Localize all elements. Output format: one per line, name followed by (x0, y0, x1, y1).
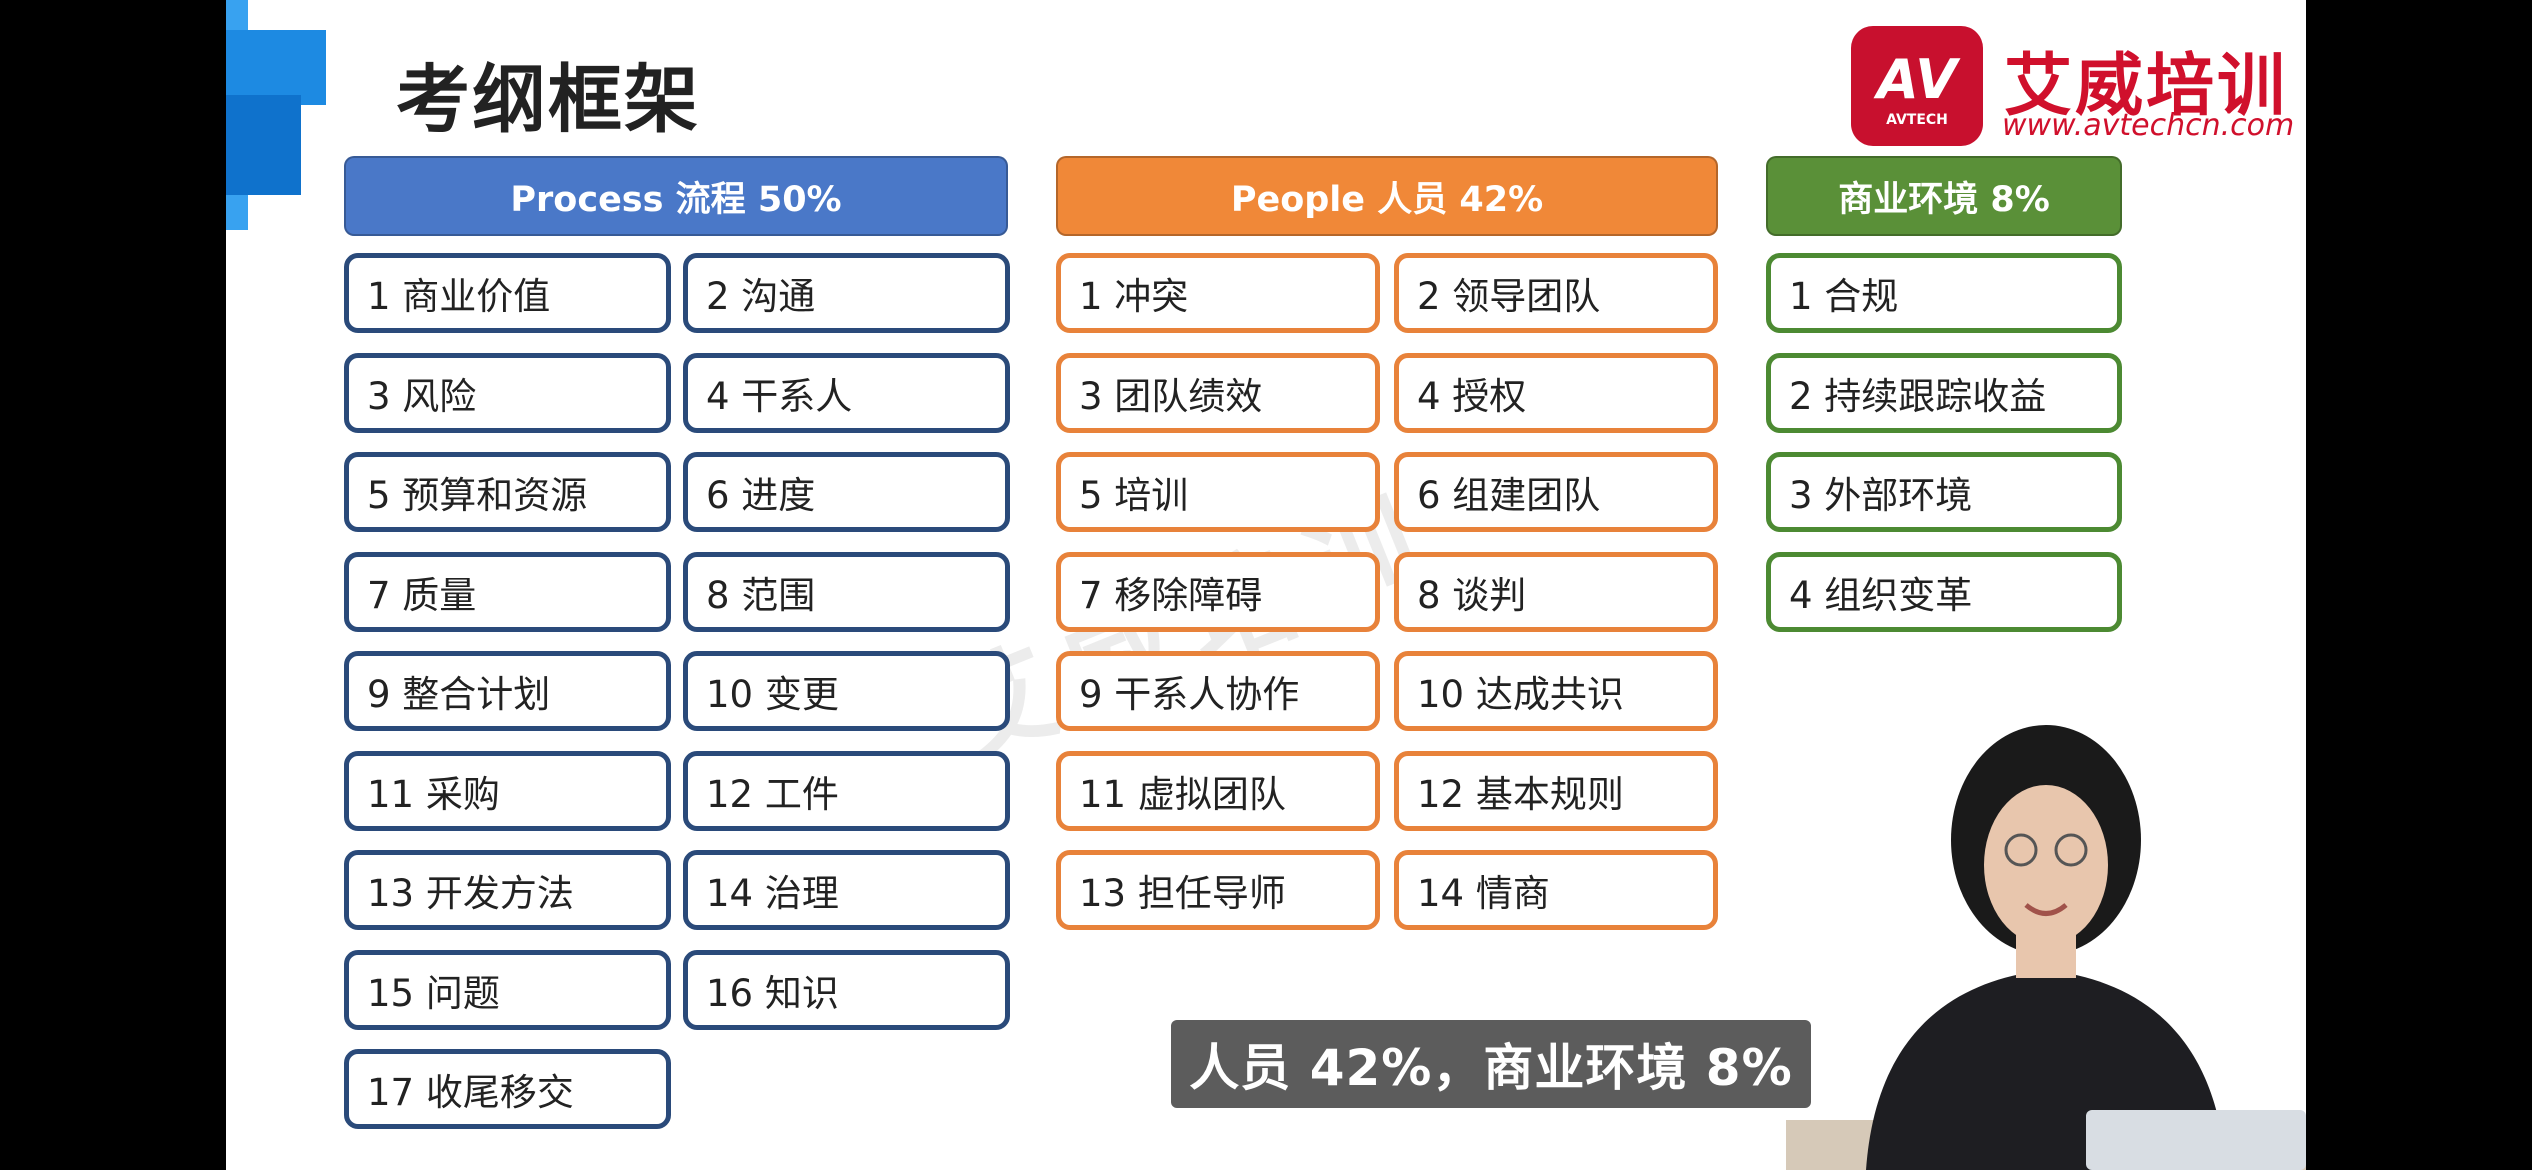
process-item: 14 治理 (683, 850, 1010, 930)
video-subtitle: 人员 42%，商业环境 8% (1171, 1020, 1811, 1108)
logo-name: 艾威培训 (2004, 47, 2289, 126)
process-item: 10 变更 (683, 651, 1010, 731)
laptop (2086, 1110, 2306, 1170)
process-item: 9 整合计划 (344, 651, 671, 731)
process-item: 3 风险 (344, 353, 671, 433)
people-item: 11 虚拟团队 (1056, 751, 1380, 831)
people-item: 5 培训 (1056, 452, 1380, 532)
business-item: 2 持续跟踪收益 (1766, 353, 2122, 433)
logo-url: www.avtechcn.com (2002, 108, 2295, 143)
process-item: 7 质量 (344, 552, 671, 632)
process-item: 11 采购 (344, 751, 671, 831)
logo-mark-subtext: AVTECH (1886, 112, 1948, 128)
business-item: 3 外部环境 (1766, 452, 2122, 532)
presenter-mouth (2024, 903, 2068, 916)
process-item: 13 开发方法 (344, 850, 671, 930)
people-item: 2 领导团队 (1394, 253, 1718, 333)
presenter-neck (2016, 928, 2076, 978)
slide: 考纲框架 AV AVTECH 艾威培训 www.avtechcn.com 艾威培… (226, 0, 2306, 1170)
people-item: 1 冲突 (1056, 253, 1380, 333)
process-item: 12 工件 (683, 751, 1010, 831)
decorative-square (226, 95, 301, 195)
process-item: 2 沟通 (683, 253, 1010, 333)
people-item: 6 组建团队 (1394, 452, 1718, 532)
business-header: 商业环境 8% (1766, 156, 2122, 236)
process-item: 15 问题 (344, 950, 671, 1030)
people-item: 9 干系人协作 (1056, 651, 1380, 731)
people-header: People 人员 42% (1056, 156, 1718, 236)
avtech-logo: AV AVTECH (1851, 26, 1983, 146)
glasses-right (2054, 833, 2088, 867)
people-item: 10 达成共识 (1394, 651, 1718, 731)
people-item: 8 谈判 (1394, 552, 1718, 632)
people-item: 4 授权 (1394, 353, 1718, 433)
logo-mark-text: AV (1873, 48, 1961, 111)
process-item: 17 收尾移交 (344, 1049, 671, 1129)
people-item: 14 情商 (1394, 850, 1718, 930)
people-item: 3 团队绩效 (1056, 353, 1380, 433)
decorative-square (226, 30, 326, 105)
business-item: 1 合规 (1766, 253, 2122, 333)
process-header: Process 流程 50% (344, 156, 1008, 236)
presenter-video (1786, 725, 2306, 1170)
process-item: 6 进度 (683, 452, 1010, 532)
slide-title: 考纲框架 (396, 57, 700, 143)
business-item: 4 组织变革 (1766, 552, 2122, 632)
process-item: 1 商业价值 (344, 253, 671, 333)
people-item: 7 移除障碍 (1056, 552, 1380, 632)
process-item: 8 范围 (683, 552, 1010, 632)
process-item: 5 预算和资源 (344, 452, 671, 532)
process-item: 16 知识 (683, 950, 1010, 1030)
people-item: 13 担任导师 (1056, 850, 1380, 930)
glasses-left (2004, 833, 2038, 867)
presenter-face (1984, 785, 2108, 945)
people-item: 12 基本规则 (1394, 751, 1718, 831)
process-item: 4 干系人 (683, 353, 1010, 433)
